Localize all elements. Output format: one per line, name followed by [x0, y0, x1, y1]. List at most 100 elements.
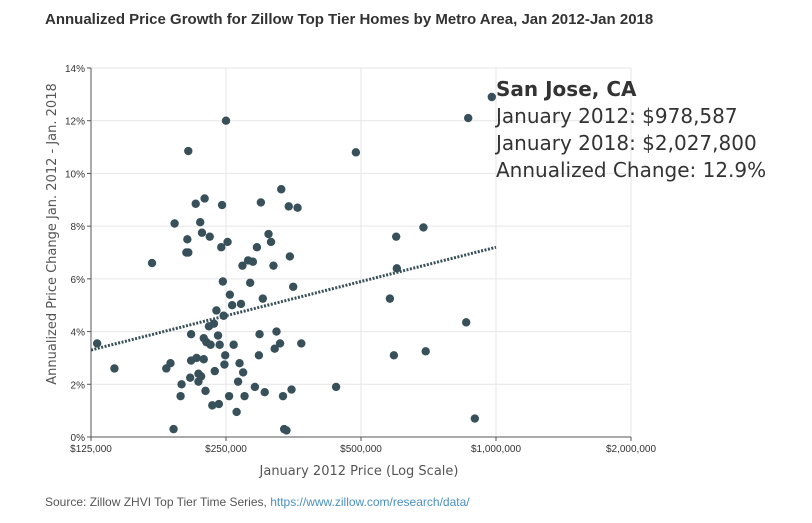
- data-point[interactable]: [284, 202, 293, 211]
- data-point[interactable]: [240, 391, 249, 401]
- data-point[interactable]: [170, 219, 179, 228]
- data-point[interactable]: [258, 294, 268, 303]
- data-point[interactable]: [184, 146, 193, 156]
- data-point[interactable]: [220, 360, 229, 369]
- data-point[interactable]: [215, 340, 224, 349]
- highlight-tooltip: San Jose, CA January 2012: $978,587 Janu…: [496, 76, 766, 184]
- data-point[interactable]: [210, 366, 219, 376]
- data-point[interactable]: [392, 264, 402, 273]
- data-point[interactable]: [275, 339, 285, 348]
- data-point[interactable]: [201, 386, 210, 396]
- data-point[interactable]: [238, 368, 248, 377]
- data-point[interactable]: [297, 339, 306, 348]
- data-point[interactable]: [110, 364, 119, 373]
- data-point[interactable]: [248, 257, 258, 266]
- data-point[interactable]: [464, 113, 473, 123]
- data-point[interactable]: [282, 426, 291, 435]
- data-point[interactable]: [224, 391, 234, 401]
- data-point[interactable]: [197, 228, 207, 237]
- source-note: Source: Zillow ZHVI Top Tier Time Series…: [45, 495, 470, 509]
- data-point[interactable]: [199, 355, 208, 364]
- data-point[interactable]: [470, 414, 480, 423]
- data-point[interactable]: [272, 327, 281, 336]
- y-tick-label: 12%: [65, 117, 85, 128]
- y-tick-label: 8%: [71, 222, 86, 233]
- source-link[interactable]: https://www.zillow.com/research/data/: [270, 495, 470, 509]
- data-point[interactable]: [238, 261, 247, 270]
- data-point[interactable]: [206, 340, 215, 349]
- data-point[interactable]: [186, 330, 196, 339]
- tooltip-line-change: Annualized Change: 12.9%: [496, 158, 767, 182]
- data-point[interactable]: [191, 199, 200, 208]
- x-tick-label: $250,000: [205, 444, 247, 455]
- data-point[interactable]: [293, 203, 302, 212]
- data-point[interactable]: [389, 351, 399, 360]
- data-point[interactable]: [256, 198, 266, 207]
- data-point[interactable]: [232, 407, 241, 417]
- data-point[interactable]: [461, 318, 471, 327]
- data-point[interactable]: [196, 217, 205, 227]
- data-point[interactable]: [264, 229, 273, 239]
- data-point[interactable]: [200, 194, 209, 203]
- data-point[interactable]: [223, 237, 232, 247]
- data-point[interactable]: [214, 399, 224, 409]
- x-tick-label: $500,000: [340, 444, 382, 455]
- data-point[interactable]: [269, 261, 278, 270]
- data-point[interactable]: [221, 351, 230, 360]
- data-point[interactable]: [208, 401, 217, 410]
- data-point[interactable]: [166, 359, 175, 368]
- data-point[interactable]: [391, 232, 401, 241]
- data-point[interactable]: [217, 200, 227, 210]
- data-point[interactable]: [260, 387, 269, 397]
- data-point[interactable]: [255, 330, 264, 339]
- data-point[interactable]: [92, 339, 102, 348]
- data-point[interactable]: [209, 319, 219, 328]
- data-point[interactable]: [147, 258, 157, 268]
- data-point[interactable]: [285, 252, 295, 261]
- x-axis-label: January 2012 Price (Log Scale): [259, 464, 459, 479]
- data-point[interactable]: [270, 344, 279, 353]
- y-tick-label: 10%: [65, 169, 85, 180]
- data-point[interactable]: [212, 306, 221, 315]
- data-point[interactable]: [219, 311, 228, 320]
- data-point[interactable]: [227, 301, 237, 310]
- data-point[interactable]: [235, 359, 244, 368]
- data-point[interactable]: [213, 331, 223, 340]
- tooltip-line-2018: January 2018: $2,027,800: [496, 131, 757, 155]
- data-point[interactable]: [351, 148, 361, 157]
- data-point[interactable]: [385, 294, 395, 303]
- data-point[interactable]: [217, 243, 226, 252]
- data-point[interactable]: [245, 278, 255, 288]
- data-point[interactable]: [196, 372, 206, 381]
- data-point[interactable]: [421, 347, 430, 356]
- data-point[interactable]: [184, 248, 193, 257]
- data-point[interactable]: [185, 373, 195, 382]
- data-point[interactable]: [419, 223, 428, 232]
- data-point[interactable]: [331, 382, 341, 392]
- data-point[interactable]: [236, 299, 246, 309]
- data-point[interactable]: [233, 377, 243, 386]
- data-point[interactable]: [183, 235, 192, 244]
- y-tick-label: 0%: [71, 433, 86, 444]
- data-point[interactable]: [225, 290, 235, 299]
- x-tick-label: $125,000: [70, 444, 112, 455]
- data-point[interactable]: [205, 232, 214, 241]
- data-point[interactable]: [266, 237, 276, 247]
- data-point[interactable]: [169, 424, 178, 434]
- data-point[interactable]: [487, 92, 496, 102]
- data-point[interactable]: [277, 185, 286, 194]
- data-point[interactable]: [177, 380, 186, 389]
- data-point[interactable]: [176, 391, 185, 401]
- data-point[interactable]: [278, 391, 288, 401]
- data-point[interactable]: [252, 243, 262, 252]
- data-point[interactable]: [250, 382, 260, 392]
- data-point[interactable]: [287, 385, 296, 394]
- x-tick-label: $2,000,000: [606, 444, 656, 455]
- data-point[interactable]: [254, 351, 264, 360]
- chart-title: Annualized Price Growth for Zillow Top T…: [45, 11, 654, 28]
- data-point[interactable]: [221, 116, 231, 125]
- data-point[interactable]: [192, 353, 201, 363]
- data-point[interactable]: [218, 277, 228, 286]
- data-point[interactable]: [288, 282, 298, 291]
- data-point[interactable]: [229, 340, 238, 349]
